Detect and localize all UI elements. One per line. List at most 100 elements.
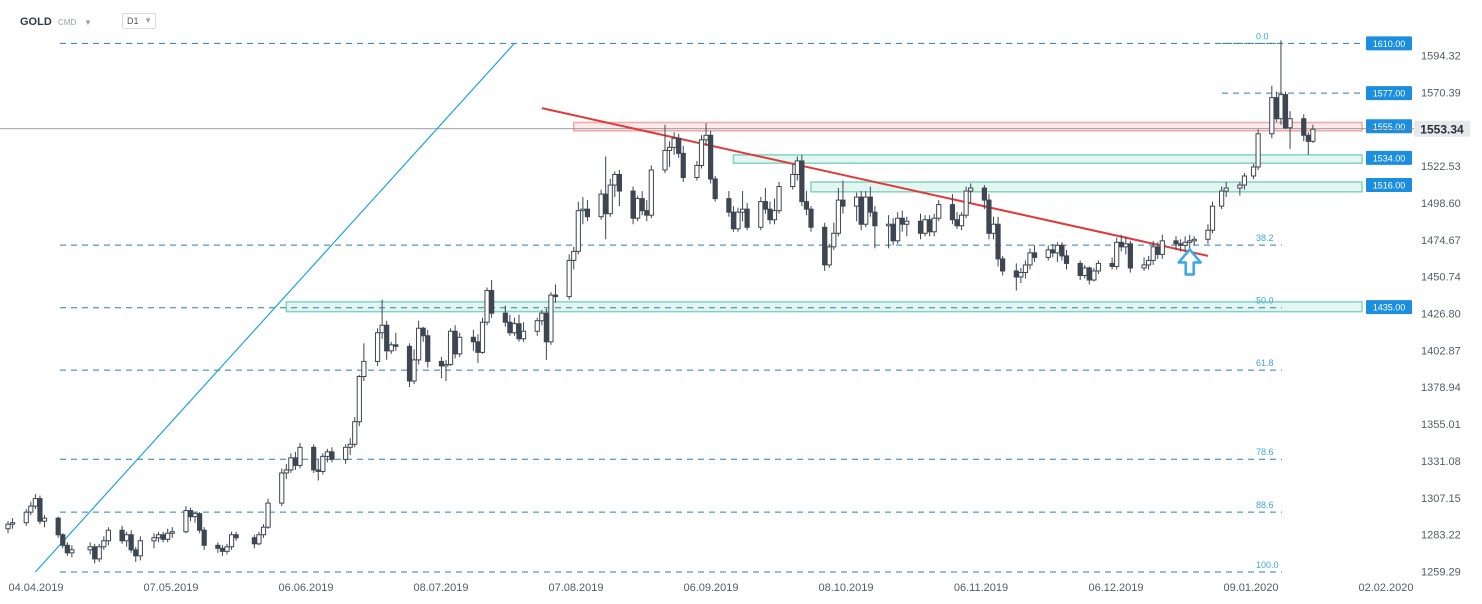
timeframe-dropdown-icon: ▼ <box>144 16 152 25</box>
candle-up <box>23 511 29 524</box>
candle-up <box>895 217 901 242</box>
candle-up <box>854 196 860 207</box>
candle-down <box>858 196 864 225</box>
candle-up <box>137 540 143 557</box>
candle-up <box>1182 241 1188 246</box>
candle-down <box>1127 243 1133 269</box>
candle-up <box>511 323 518 334</box>
candle-down <box>1077 262 1083 276</box>
levels-layer: 1610.00 1577.00 1555.00 1534.00 1516.00 1435.… <box>0 36 1414 315</box>
candle-up <box>165 532 171 540</box>
candle-up <box>607 184 613 215</box>
candle-up <box>352 421 358 445</box>
candle-up <box>169 531 175 534</box>
candle-up <box>447 330 454 365</box>
candle-up <box>648 169 654 216</box>
candle-up <box>379 324 385 334</box>
candle-up <box>575 210 581 252</box>
candle-down <box>799 160 805 203</box>
timeframe-selector[interactable]: D1 ▼ <box>122 13 156 29</box>
candle-down <box>927 219 933 233</box>
candle-down <box>233 534 239 539</box>
candle-down <box>315 469 321 472</box>
candle-up <box>324 451 330 457</box>
candle-down <box>60 534 66 546</box>
x-tick-label: 06.12.2019 <box>1088 582 1143 594</box>
fib-label: 0.0 <box>1256 31 1269 41</box>
x-tick-label: 07.08.2019 <box>548 582 603 594</box>
candle-up <box>739 208 746 213</box>
y-tick-label: 1498.60 <box>1421 198 1461 210</box>
candle-down <box>1031 252 1038 258</box>
candle-down <box>762 201 768 210</box>
candle-down <box>1059 244 1065 257</box>
candle-up <box>1095 262 1102 272</box>
trendlines-layer <box>34 42 1209 573</box>
y-tick-label: 1331.08 <box>1421 456 1461 468</box>
candle-down <box>438 360 445 367</box>
candle-down <box>726 198 732 213</box>
candle-up <box>28 505 34 513</box>
candle-up <box>1045 249 1051 258</box>
candle-down <box>92 546 98 560</box>
candle-up <box>479 321 486 353</box>
x-axis: 04.04.2019 07.05.2019 06.06.2019 08.07.2019… <box>8 582 1413 594</box>
level-tag-1435.00 <box>1366 300 1412 315</box>
candle-up <box>539 312 545 322</box>
candle-up <box>457 336 463 355</box>
level-tag-label: 1610.00 <box>1373 39 1406 49</box>
y-tick-label: 1426.80 <box>1421 309 1461 321</box>
source-label[interactable]: CMD <box>58 18 77 27</box>
candle-up <box>1054 244 1060 254</box>
candle-down <box>516 323 522 340</box>
current-price-tag <box>1414 120 1470 137</box>
candle-down <box>1301 118 1307 136</box>
y-tick-label: 1594.32 <box>1421 51 1461 63</box>
candle-down <box>64 544 70 554</box>
candle-up <box>1223 187 1229 192</box>
candle-up <box>990 223 997 234</box>
candle-down <box>1273 97 1279 120</box>
candle-up <box>958 214 965 227</box>
candle-down <box>128 534 134 551</box>
y-tick-label: 1570.39 <box>1421 87 1461 99</box>
level-tag-label: 1516.00 <box>1373 181 1406 191</box>
candle-up <box>297 446 303 466</box>
candle-down <box>197 513 203 531</box>
level-tag-label: 1435.00 <box>1373 303 1406 313</box>
level-tag-1577.00 <box>1366 86 1412 101</box>
candle-up <box>87 546 93 551</box>
candle-up <box>411 359 417 382</box>
candle-down <box>37 498 43 522</box>
candle-up <box>374 332 381 362</box>
source-dropdown-icon[interactable]: ▼ <box>84 18 92 27</box>
candle-up <box>388 344 394 352</box>
x-tick-label: 06.11.2019 <box>954 582 1008 594</box>
candle-up <box>1255 133 1261 168</box>
candle-up <box>1205 229 1211 240</box>
breakout-arrow-icon <box>1177 248 1202 276</box>
candle-up <box>694 164 700 179</box>
level-tag-1516.00 <box>1366 178 1412 193</box>
candle-up <box>1082 267 1088 276</box>
candle-down <box>119 529 125 542</box>
candle-down <box>603 193 609 215</box>
candle-down <box>981 187 987 201</box>
level-tag-label: 1577.00 <box>1373 89 1406 99</box>
candle-down <box>954 219 960 227</box>
x-tick-label: 08.10.2019 <box>818 582 873 594</box>
candle-up <box>1219 190 1225 207</box>
candle-up <box>256 534 262 545</box>
candle-up <box>1022 264 1029 273</box>
candle-down <box>187 510 194 518</box>
candle-down <box>1155 246 1161 255</box>
candle-down <box>822 226 828 266</box>
candle-down <box>384 324 390 352</box>
candle-up <box>566 259 572 298</box>
candle-down <box>160 534 166 540</box>
candle-up <box>671 137 677 148</box>
candle-down <box>867 196 873 213</box>
y-axis: 1594.321570.391546.461522.531498.601474.… <box>1414 51 1470 579</box>
candle-up <box>151 537 157 542</box>
